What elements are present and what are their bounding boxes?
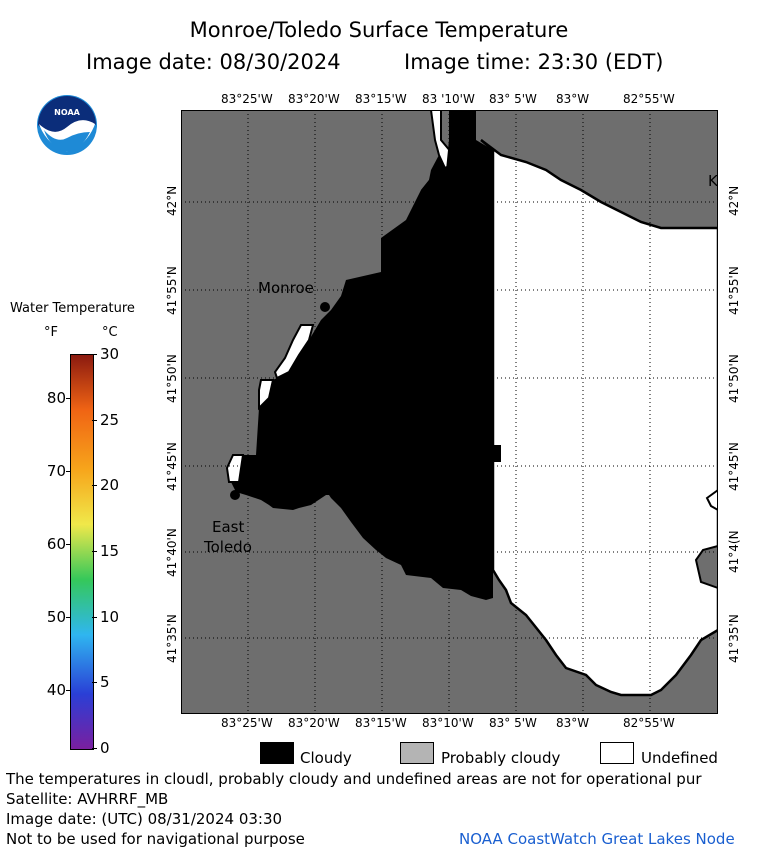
longitude-label-bottom: 83°W	[556, 716, 590, 730]
longitude-label-top: 83 '10'W	[422, 92, 475, 106]
latitude-label-right: 41°50'N	[727, 353, 741, 403]
colorbar-tick-f: 50	[46, 607, 66, 626]
colorbar-tick-c: 0	[100, 739, 110, 757]
latitude-label-left: 41°50'N	[165, 353, 179, 403]
noaa-logo-text: NOAA	[54, 108, 80, 117]
noaa-logo: NOAA	[36, 94, 98, 156]
colorbar-tick-f-mark	[66, 689, 71, 691]
cloud-region	[231, 110, 501, 600]
latitude-label-left: 41°45'N	[165, 441, 179, 491]
colorbar-tick-c: 20	[100, 476, 120, 495]
colorbar-tick-c-mark	[92, 485, 97, 487]
colorbar-tick-c: 25	[100, 410, 120, 429]
edge-letter: K	[708, 172, 718, 190]
colorbar-tick-f: 60	[46, 534, 66, 553]
colorbar-tick-c-mark	[92, 354, 97, 355]
colorbar-tick-f: 80	[46, 388, 66, 407]
colorbar-tick-f: 40	[46, 680, 66, 699]
latitude-label-right: 41°55'N	[727, 265, 741, 315]
colorbar-tick-f-mark	[66, 397, 71, 399]
longitude-label-top: 83°25'W	[221, 92, 273, 106]
place-label-east-toledo: East	[212, 518, 245, 536]
colorbar-tick-c-mark	[92, 682, 97, 684]
longitude-label-bottom: 82°55'W	[623, 716, 675, 730]
latitude-label-left: 41°35'N	[165, 613, 179, 663]
colorbar-tick-c: 15	[100, 542, 120, 560]
legend-swatch-cloudy	[260, 742, 294, 764]
longitude-label-bottom: 83°20'W	[288, 716, 340, 730]
monroe-marker	[320, 302, 330, 312]
colorbar-tick-f: 70	[46, 461, 66, 480]
longitude-label-top: 82°55'W	[623, 92, 675, 106]
colorbar-tick-c-mark	[92, 616, 97, 618]
colorbar-tick-c-mark	[92, 419, 97, 421]
unit-fahrenheit: °F	[44, 325, 58, 340]
place-label-east-toledo: Toledo	[204, 538, 252, 556]
footer-navigation-warning: Not to be used for navigational purpose	[6, 830, 305, 848]
legend-label-cloudy: Cloudy	[300, 749, 352, 767]
legend-swatch-probably-cloudy	[400, 742, 434, 764]
undefined-region	[480, 139, 718, 697]
map-frame	[181, 110, 718, 714]
page-title: Monroe/Toledo Surface Temperature	[189, 18, 569, 42]
unit-celsius: °C	[102, 325, 118, 340]
colorbar-tick-c: 5	[100, 673, 110, 692]
longitude-label-top: 83° 5'W	[489, 92, 537, 106]
legend-label-probably-cloudy: Probably cloudy	[441, 749, 561, 767]
colorbar-tick-c-mark	[92, 551, 97, 552]
latitude-label-left: 41°40'N	[165, 527, 179, 577]
latitude-label-left: 41°55'N	[165, 265, 179, 315]
colorbar-tick-f-mark	[66, 543, 71, 545]
latitude-label-right: 41°35'N	[727, 613, 741, 663]
footer-credit: NOAA CoastWatch Great Lakes Node	[459, 830, 735, 848]
colorbar-tick-f-mark	[66, 470, 71, 472]
longitude-label-top: 83°W	[556, 92, 590, 106]
graticule	[181, 110, 718, 714]
legend-swatch-undefined	[600, 742, 634, 764]
undefined-region-east	[705, 488, 718, 512]
longitude-label-bottom: 83° 5'W	[489, 716, 537, 730]
colorbar-tick-f-mark	[66, 616, 71, 618]
image-date: Image date: 08/30/2024	[86, 50, 341, 74]
place-label-monroe: Monroe	[258, 279, 314, 297]
footer-disclaimer: The temperatures in cloudl, probably clo…	[6, 770, 702, 788]
image-time: Image time: 23:30 (EDT)	[404, 50, 664, 74]
colorbar-tick-c-mark	[92, 748, 97, 749]
longitude-label-top: 83°20'W	[288, 92, 340, 106]
land-feature-east	[694, 544, 718, 590]
temperature-map[interactable]	[181, 110, 718, 714]
longitude-label-bottom: 83°25'W	[221, 716, 273, 730]
east-toledo-marker	[230, 490, 240, 500]
latitude-label-left: 42°N	[165, 185, 179, 216]
colorbar-title: Water Temperature	[10, 301, 135, 316]
latitude-label-right: 42°N	[727, 185, 741, 216]
latitude-label-right: 41°45'N	[727, 441, 741, 491]
latitude-label-right: 41°4(N	[727, 530, 741, 573]
colorbar-tick-c: 30	[100, 345, 120, 363]
legend-label-undefined: Undefined	[641, 749, 718, 767]
footer-satellite: Satellite: AVHRRF_MB	[6, 790, 169, 808]
colorbar-tick-c: 10	[100, 607, 120, 626]
longitude-label-bottom: 83°15'W	[355, 716, 407, 730]
longitude-label-top: 83°15'W	[355, 92, 407, 106]
colorbar-gradient	[70, 354, 94, 750]
footer-image-date-utc: Image date: (UTC) 08/31/2024 03:30	[6, 810, 283, 828]
longitude-label-bottom: 83°10'W	[422, 716, 474, 730]
